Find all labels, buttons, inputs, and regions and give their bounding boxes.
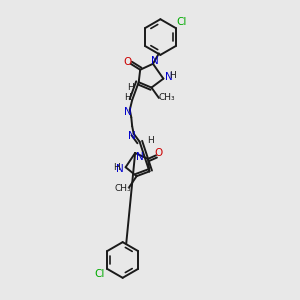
Text: N: N bbox=[124, 107, 132, 117]
Text: CH₃: CH₃ bbox=[158, 94, 175, 103]
Text: Cl: Cl bbox=[94, 269, 105, 279]
Text: H: H bbox=[113, 163, 120, 172]
Text: H: H bbox=[124, 93, 131, 102]
Text: CH₃: CH₃ bbox=[114, 184, 131, 193]
Text: N: N bbox=[128, 131, 136, 141]
Text: H: H bbox=[169, 70, 176, 80]
Text: O: O bbox=[124, 57, 132, 67]
Text: H: H bbox=[147, 136, 154, 145]
Text: H: H bbox=[127, 83, 134, 92]
Text: Cl: Cl bbox=[176, 17, 186, 27]
Text: N: N bbox=[116, 164, 124, 174]
Text: O: O bbox=[155, 148, 163, 158]
Text: N: N bbox=[136, 152, 144, 161]
Text: N: N bbox=[152, 56, 159, 66]
Text: N: N bbox=[165, 72, 172, 82]
